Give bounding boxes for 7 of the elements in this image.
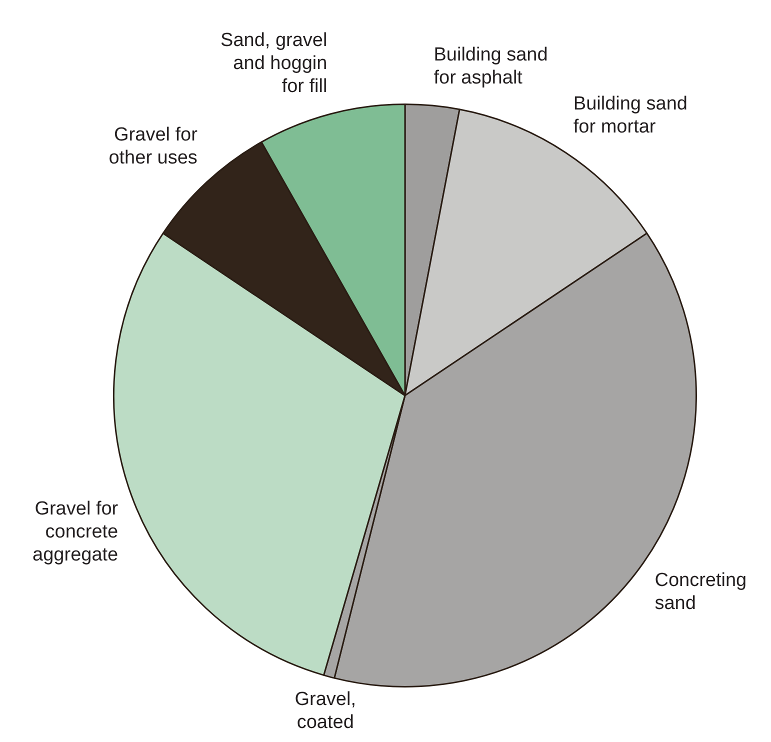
slice-label: Gravel for concrete aggregate	[32, 498, 119, 566]
slice-label: Building sand for mortar	[573, 94, 688, 138]
slice-label: Building sand for asphalt	[434, 44, 548, 88]
slice-label: Gravel, coated	[294, 688, 356, 733]
slice-label: Concreting sand	[654, 570, 747, 614]
slice-label: Sand, gravel and hoggin for fill	[220, 30, 328, 98]
slice-label: Gravel for other uses	[108, 124, 198, 168]
